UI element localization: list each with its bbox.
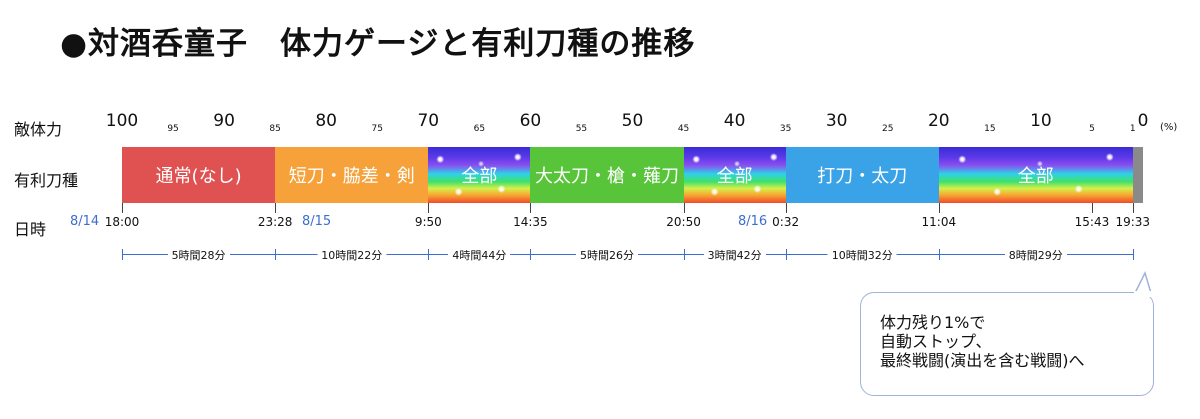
hp-major-tick: 20 <box>927 111 950 131</box>
time-row-label: 日時 <box>14 220 47 239</box>
duration-cap <box>683 249 685 260</box>
gauge-segment: 全部 <box>428 147 531 203</box>
time-tick <box>938 203 940 213</box>
segment-label: 全部 <box>461 166 498 187</box>
duration-label: 5時間28分 <box>167 247 230 263</box>
time-label: 18:00 <box>104 215 140 229</box>
hp-minor-tick: 55 <box>575 124 588 134</box>
time-label: 9:50 <box>414 215 442 229</box>
callout-box <box>860 270 1154 396</box>
callout-text: 体力残り1%で 自動ストップ、 最終戦闘(演出を含む戦闘)へ <box>880 313 1085 370</box>
segment-label: 大太刀・槍・薙刀 <box>534 166 679 187</box>
callout-line: 自動ストップ、 <box>880 332 992 351</box>
hp-major-tick: 100 <box>105 111 139 131</box>
time-label: 14:35 <box>513 215 548 229</box>
gauge-segment <box>1132 147 1143 203</box>
hp-minor-tick: 25 <box>882 124 894 134</box>
date-label: 8/16 <box>738 214 768 229</box>
segment-label: 打刀・太刀 <box>817 166 908 187</box>
segment-label: 通常(なし) <box>155 166 242 187</box>
segment-label: 全部 <box>716 166 753 187</box>
duration-label: 5時間26分 <box>575 247 638 263</box>
hp-minor-tick: 95 <box>167 124 179 134</box>
hp-major-tick: 30 <box>825 111 848 131</box>
time-label: 15:43 <box>1074 215 1110 229</box>
hp-minor-tick: 5 <box>1089 124 1095 134</box>
time-label: 11:04 <box>921 215 957 229</box>
duration-cap <box>530 249 532 260</box>
duration-cap <box>122 249 123 260</box>
hp-minor-tick: 15 <box>984 124 996 134</box>
time-tick <box>530 203 532 213</box>
callout-line: 最終戦闘(演出を含む戦闘)へ <box>880 351 1085 370</box>
duration-label: 10時間22分 <box>317 247 387 263</box>
hp-major-tick: 50 <box>621 111 644 131</box>
duration-cap <box>1132 249 1134 260</box>
time-tick <box>1091 203 1093 213</box>
hp-minor-tick: 35 <box>779 124 792 134</box>
segment-label: 短刀・脇差・剣 <box>288 166 415 187</box>
hp-minor-tick: 45 <box>677 124 690 134</box>
time-tick <box>785 203 787 213</box>
hp-minor-tick: 65 <box>473 124 486 134</box>
gauge-segment: 通常(なし) <box>122 147 276 203</box>
duration-cap <box>428 249 430 260</box>
time-tick <box>683 203 685 213</box>
gauge-segment: 打刀・太刀 <box>785 147 939 203</box>
hp-major-tick: 90 <box>213 111 235 131</box>
hp-major-tick: 40 <box>723 111 746 131</box>
hp-unit: (%) <box>1160 122 1178 133</box>
page-title: ●対酒呑童子 体力ゲージと有利刀種の推移 <box>60 26 696 62</box>
time-label: 20:50 <box>666 215 701 229</box>
duration-label: 3時間42分 <box>703 247 766 263</box>
time-tick <box>428 203 430 213</box>
duration-label: 8時間29分 <box>1004 247 1067 263</box>
time-label: 23:28 <box>257 215 293 229</box>
time-label: 0:32 <box>772 215 800 229</box>
hp-minor-tick: 75 <box>371 124 383 134</box>
segment-label: 全部 <box>1017 166 1054 187</box>
gauge-segment: 大太刀・槍・薙刀 <box>530 147 684 203</box>
hp-row-label: 敵体力 <box>14 120 63 139</box>
duration-cap <box>938 249 940 260</box>
hp-major-tick: 0 <box>1137 111 1149 131</box>
callout-line: 体力残り1%で <box>880 313 986 332</box>
gauge-segment: 短刀・脇差・剣 <box>275 147 429 203</box>
time-tick <box>122 203 123 213</box>
hp-minor-tick: 1 <box>1129 124 1136 134</box>
duration-cap <box>785 249 787 260</box>
hp-major-tick: 10 <box>1030 111 1052 131</box>
hp-major-tick: 60 <box>519 111 542 131</box>
duration-label: 4時間44分 <box>448 247 511 263</box>
date-label: 8/14 <box>70 214 100 229</box>
time-tick <box>1132 203 1134 213</box>
sword-row-label: 有利刀種 <box>14 171 79 190</box>
time-label: 19:33 <box>1115 215 1151 229</box>
hp-minor-tick: 85 <box>269 124 281 134</box>
callout-pointer <box>1134 270 1153 297</box>
gauge-segment: 全部 <box>938 147 1133 203</box>
gauge-segment: 全部 <box>683 147 786 203</box>
hp-major-tick: 70 <box>417 111 440 131</box>
date-label: 8/15 <box>302 214 332 229</box>
duration-label: 10時間32分 <box>827 247 897 263</box>
hp-major-tick: 80 <box>315 111 338 131</box>
duration-cap <box>275 249 277 260</box>
time-tick <box>275 203 277 213</box>
